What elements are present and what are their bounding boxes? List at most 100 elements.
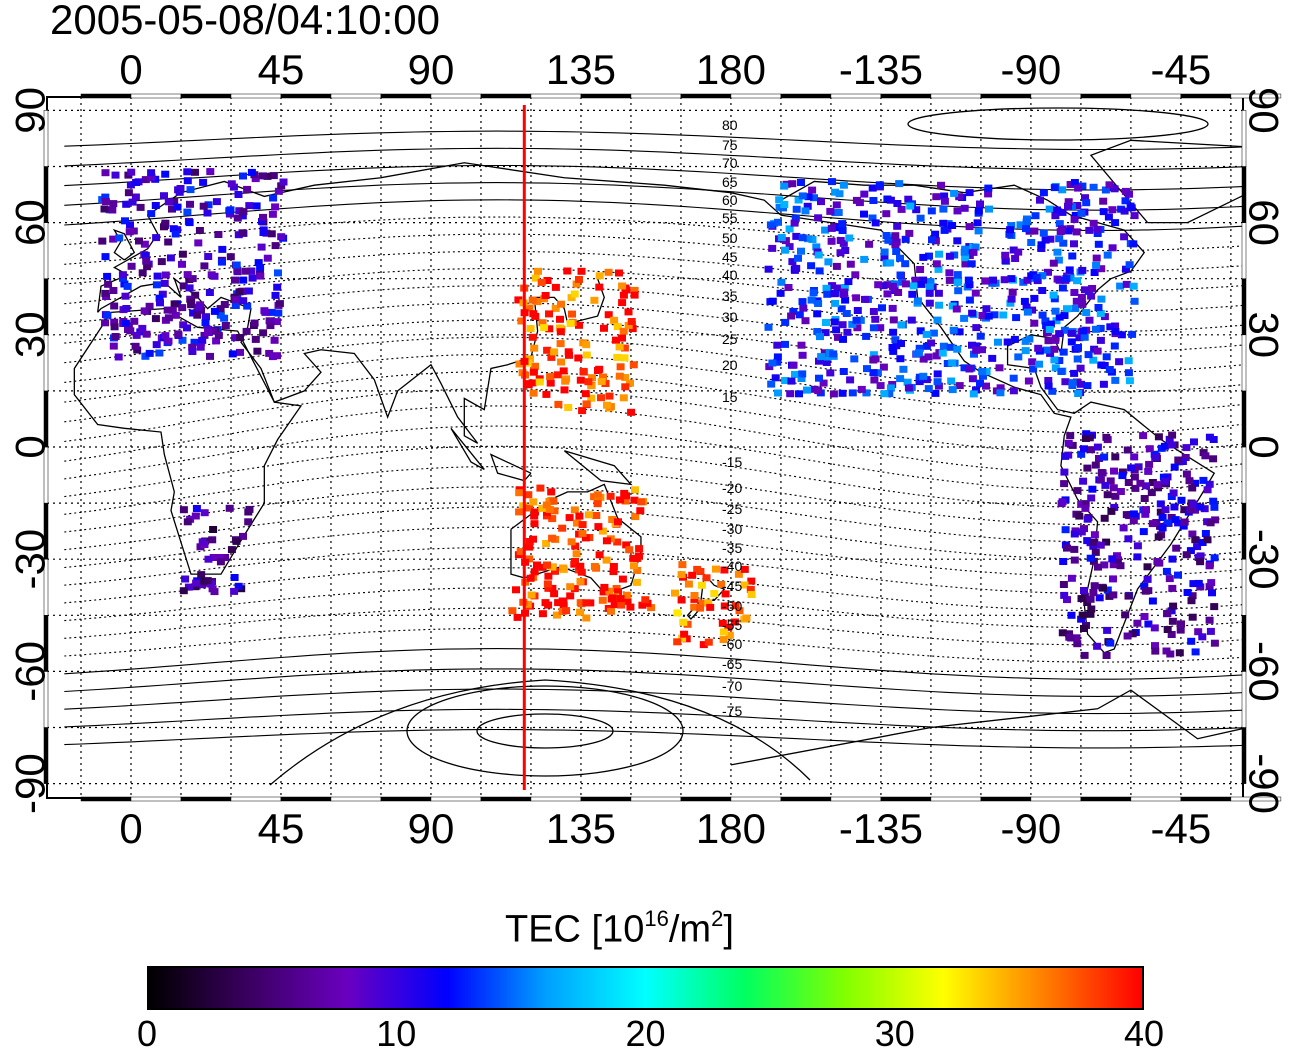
tec-patch [740,581,749,589]
tec-patch [523,600,532,608]
tec-patch [971,289,980,297]
tec-patch [575,512,584,520]
tec-patch [1190,438,1198,446]
tec-patch [775,196,784,204]
tec-patch [551,283,560,291]
tec-patch [896,254,904,262]
tec-patch [592,512,601,519]
tec-patch [160,192,168,200]
tec-patch [267,308,276,316]
tec-patch [690,603,699,611]
tec-patch [838,220,847,228]
tec-patch [530,344,539,352]
tec-patch [131,342,140,350]
tec-patch [548,515,557,523]
tec-patch [1156,508,1165,516]
tec-patch [608,594,617,602]
tec-patch [1194,628,1203,636]
tec-patch [780,201,789,208]
tec-patch [990,311,999,319]
bottom-lon-label: -90 [1001,805,1062,852]
tec-patch [142,257,151,265]
tec-patch [1044,337,1053,345]
tec-patch [955,328,964,336]
tec-patch [1055,235,1064,243]
tec-patch [574,354,583,362]
tec-patch [566,320,575,327]
tec-patch [1080,286,1089,294]
tec-patch [1085,316,1094,324]
tec-patch [570,506,579,514]
tec-patch [131,193,140,201]
tec-patch [1124,369,1133,377]
tec-patch [954,287,963,295]
tec-patch [230,574,239,581]
tec-patch [982,368,991,376]
tec-patch [815,374,823,382]
tec-patch [693,565,702,573]
tec-patch [242,327,251,335]
tec-patch [1191,506,1199,514]
tec-patch [643,599,652,607]
tec-patch [621,374,630,381]
tec-patch [566,583,575,591]
tec-patch [1094,304,1103,311]
tec-patch [547,488,556,496]
tec-patch [110,323,119,331]
tec-patch [140,240,149,248]
tec-patch [865,240,874,248]
tec-patch [735,607,744,615]
tec-patch [623,597,632,605]
tec-patch [1025,335,1034,343]
tec-patch [582,599,591,607]
tec-patch [841,296,850,304]
tec-patch [792,205,801,213]
tec-patch [248,274,257,282]
tec-patch [609,563,618,570]
tec-patch [1063,596,1071,604]
tec-patch [250,319,259,327]
tec-patch [533,561,541,569]
tec-patch [1051,307,1060,315]
tec-patch [615,372,624,380]
tec-patch [1206,627,1215,635]
tec-patch [1022,218,1031,226]
tec-patch [903,378,912,386]
tec-patch [1210,503,1219,511]
tec-patch [950,251,959,259]
tec-patch [185,219,194,227]
tec-patch [1100,561,1109,569]
tec-patch [187,298,196,306]
tec-patch [841,247,850,254]
tec-patch [1140,495,1149,502]
tec-patch [1144,587,1153,595]
tec-patch [1172,544,1181,552]
tec-patch [576,577,585,585]
tec-patch [1037,241,1046,249]
tec-patch [610,316,619,324]
tec-patch [884,236,893,244]
tec-patch [1130,212,1139,220]
tec-patch [1107,507,1116,515]
tec-patch [176,185,185,192]
tec-patch [225,207,234,215]
tec-patch [212,337,221,345]
tec-patch [610,601,619,609]
tec-patch [265,317,274,325]
tec-patch [891,232,900,240]
tec-patch [771,374,780,382]
tec-patch [1083,537,1092,545]
tec-patch [544,572,553,580]
tec-patch [835,190,844,198]
tec-patch [277,233,286,241]
tec-patch [1082,430,1091,438]
tec-patch [935,301,944,309]
tec-patch [529,368,538,376]
tec-patch [876,382,885,390]
tec-patch [551,567,559,575]
tec-patch [595,365,604,373]
tec-patch [712,565,720,573]
tec-patch [621,497,630,505]
tec-patch [1110,503,1119,511]
tec-patch [1125,190,1133,198]
